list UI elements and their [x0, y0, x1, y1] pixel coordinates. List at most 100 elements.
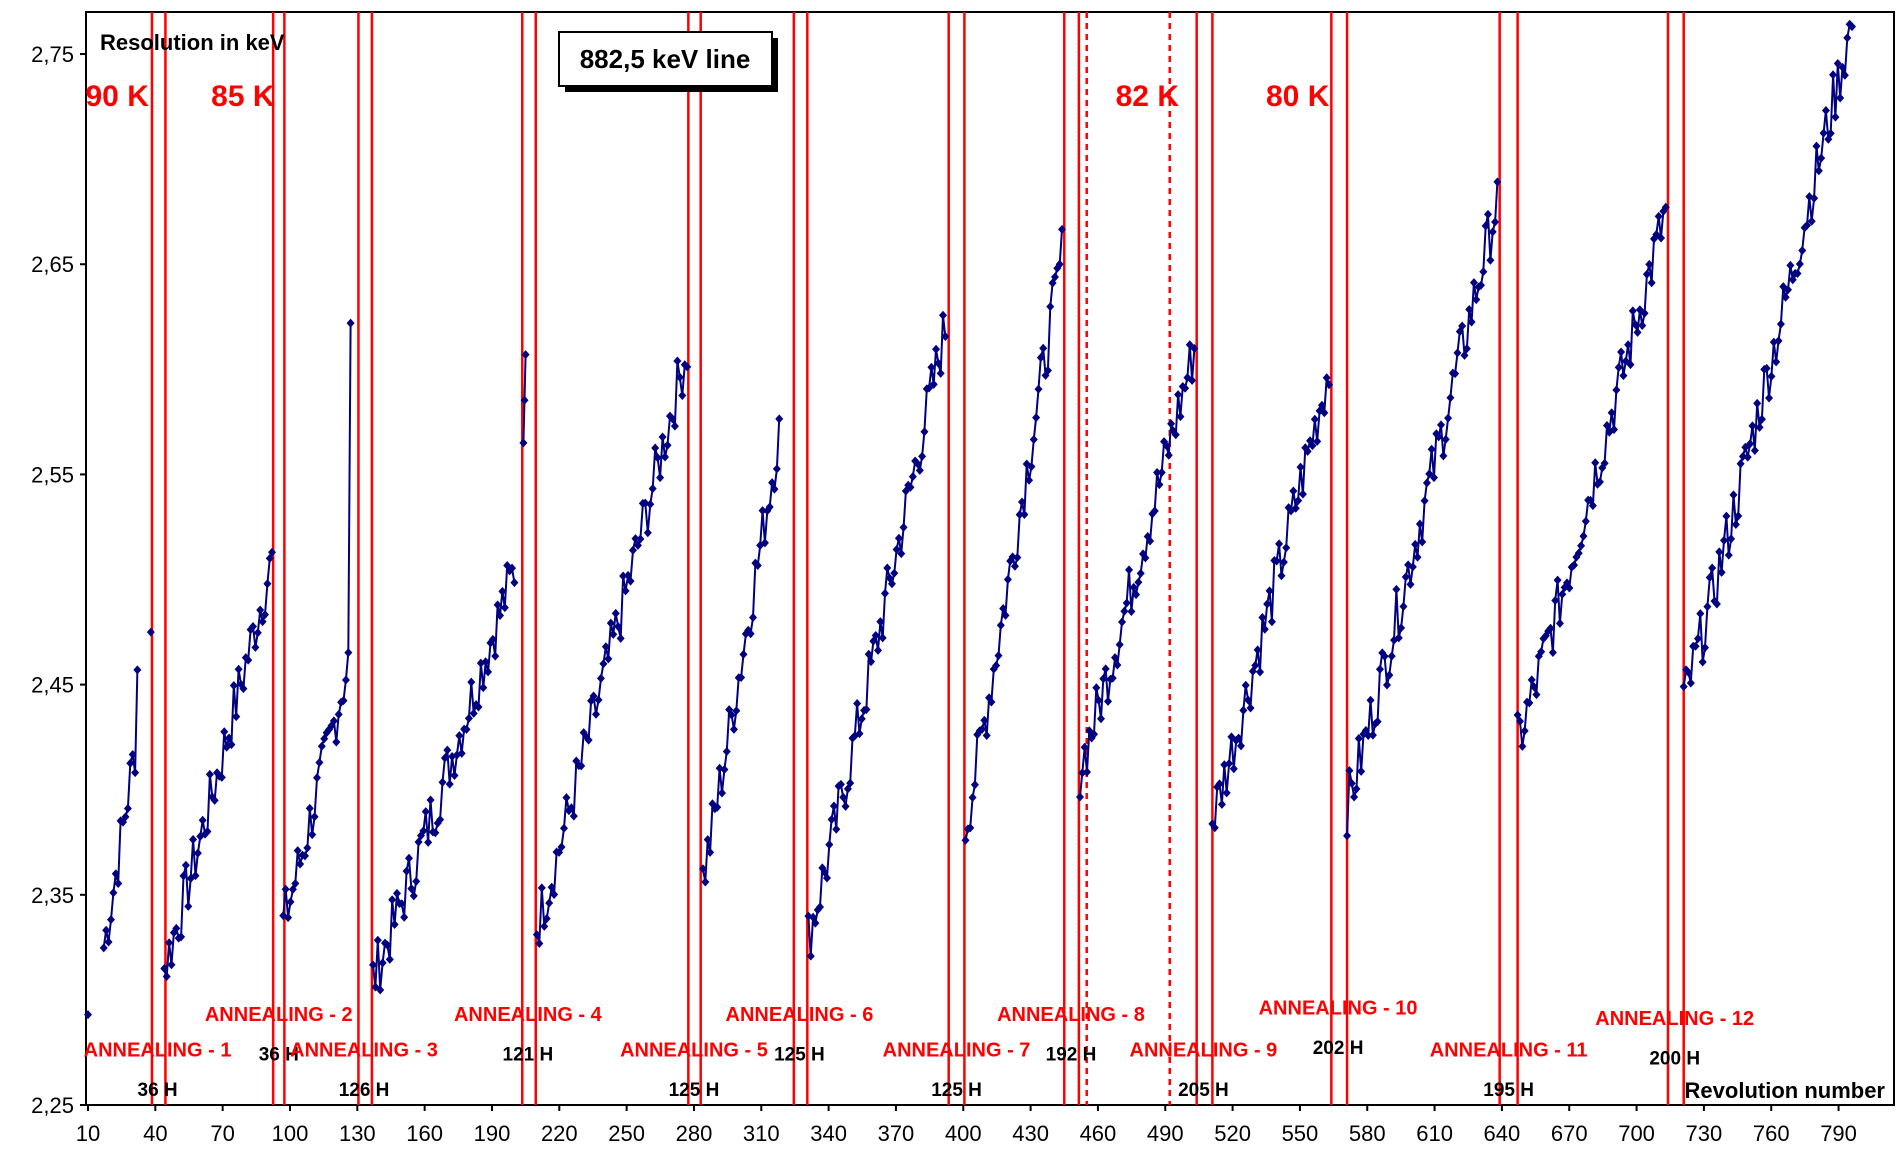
annealing-hours: 192 H — [1046, 1044, 1097, 1065]
data-point — [1176, 412, 1185, 422]
data-point — [1394, 633, 1403, 643]
data-point — [829, 801, 838, 811]
data-point — [996, 620, 1005, 630]
data-point — [651, 443, 660, 453]
data-point — [1776, 319, 1785, 329]
data-point — [1546, 623, 1555, 633]
data-point — [376, 985, 385, 995]
data-point — [1272, 556, 1281, 566]
data-point — [961, 835, 970, 845]
data-point — [770, 484, 779, 494]
data-point — [1010, 561, 1019, 571]
data-point — [1420, 496, 1429, 506]
data-point — [234, 664, 243, 674]
data-point — [899, 522, 908, 532]
data-point — [1020, 510, 1029, 520]
data-point — [836, 779, 845, 789]
data-point — [758, 506, 767, 516]
annealing-label: ANNEALING - 2 — [205, 1004, 353, 1026]
annealing-hours: 125 H — [669, 1080, 720, 1101]
data-point — [1654, 211, 1663, 221]
data-point — [1467, 317, 1476, 327]
data-point — [193, 848, 202, 858]
data-point — [1188, 375, 1197, 385]
data-point — [857, 714, 866, 724]
data-point — [567, 803, 576, 813]
data-point — [1693, 634, 1702, 644]
x-tick-label: 490 — [1147, 1121, 1184, 1146]
data-point — [839, 792, 848, 802]
data-point — [1446, 393, 1455, 403]
data-point — [521, 350, 530, 360]
data-point — [373, 935, 382, 945]
data-point — [1125, 565, 1134, 575]
data-point — [1821, 105, 1830, 115]
data-point — [648, 484, 657, 494]
data-point — [1705, 573, 1714, 583]
data-point — [455, 731, 464, 741]
data-point — [1701, 643, 1710, 653]
data-point — [344, 648, 353, 658]
data-point — [1836, 93, 1845, 103]
data-point — [469, 708, 478, 718]
data-point — [1807, 216, 1816, 226]
data-point — [604, 654, 613, 664]
data-point — [876, 617, 885, 627]
data-point — [1437, 420, 1446, 430]
data-point — [1352, 784, 1361, 794]
temperature-labels: 90 K 85 K 82 K 80 K — [85, 80, 1329, 113]
data-point — [966, 823, 975, 833]
data-point — [880, 588, 889, 598]
data-point — [1647, 278, 1656, 288]
data-point — [339, 696, 348, 706]
data-point — [1460, 350, 1469, 360]
data-point — [1129, 582, 1138, 592]
data-point — [1661, 202, 1670, 212]
data-point — [1640, 308, 1649, 318]
data-point — [992, 661, 1001, 671]
data-point — [1210, 823, 1219, 833]
data-point — [484, 667, 493, 677]
data-point — [1291, 503, 1300, 513]
x-tick-label: 70 — [210, 1121, 234, 1146]
data-point — [346, 318, 355, 328]
y-tick-label: 2,65 — [31, 252, 74, 277]
series-line — [807, 315, 947, 957]
data-point — [547, 882, 556, 892]
data-point — [1628, 306, 1637, 316]
data-point — [1368, 730, 1377, 740]
data-point — [260, 610, 269, 620]
data-point — [927, 362, 936, 372]
data-point — [291, 878, 300, 888]
data-point — [673, 356, 682, 366]
data-point — [822, 873, 831, 883]
data-point — [1380, 651, 1389, 661]
data-point — [508, 563, 517, 573]
data-point — [918, 451, 927, 461]
data-point — [1555, 618, 1564, 628]
x-tick-label: 100 — [272, 1121, 309, 1146]
data-point — [1525, 698, 1534, 708]
data-point — [1848, 22, 1857, 32]
annealing-label: ANNEALING - 3 — [290, 1040, 438, 1062]
data-point — [878, 633, 887, 643]
x-tick-label: 700 — [1618, 1121, 1655, 1146]
data-point — [1619, 371, 1628, 381]
data-point — [765, 502, 774, 512]
data-point — [920, 427, 929, 437]
data-point — [268, 547, 277, 557]
x-tick-label: 610 — [1416, 1121, 1453, 1146]
data-point — [1422, 478, 1431, 488]
data-point — [1581, 516, 1590, 526]
data-point — [1174, 390, 1183, 400]
data-point — [165, 938, 174, 948]
data-point — [520, 395, 529, 405]
data-point — [1225, 759, 1234, 769]
data-point — [1434, 432, 1443, 442]
data-point — [1001, 610, 1010, 620]
data-point — [1833, 58, 1842, 68]
data-point — [616, 633, 625, 643]
data-point — [601, 642, 610, 652]
data-point — [1784, 285, 1793, 295]
data-point — [421, 807, 430, 817]
